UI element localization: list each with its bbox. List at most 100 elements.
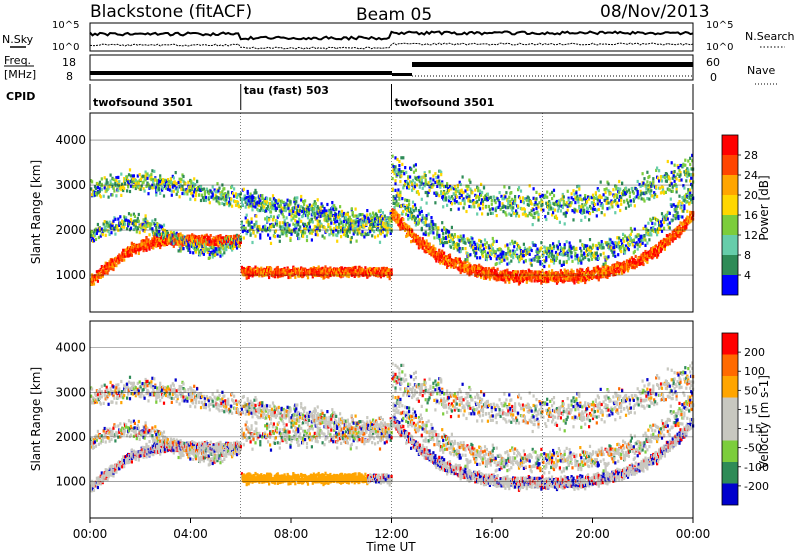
power-cell — [251, 225, 254, 230]
power-cell — [300, 205, 303, 209]
power-cell — [507, 199, 510, 203]
power-cell — [524, 270, 527, 274]
power-cell — [246, 189, 249, 194]
power-cell — [528, 277, 531, 281]
power-cell — [152, 180, 155, 184]
power-cell — [424, 221, 427, 225]
power-cell — [337, 230, 340, 234]
power-cell — [383, 214, 386, 218]
power-cell — [411, 205, 415, 209]
power-cell — [92, 231, 96, 235]
power-cell — [276, 265, 279, 270]
power-cell — [428, 242, 431, 246]
power-cell — [380, 225, 383, 229]
power-cell — [440, 170, 443, 175]
power-cell — [231, 240, 234, 244]
power-cell — [404, 228, 407, 232]
power-cell — [189, 250, 192, 254]
power-cell — [271, 218, 275, 222]
power-cell — [435, 176, 438, 180]
power-cell — [508, 280, 511, 284]
power-cell — [109, 179, 112, 183]
power-cell — [195, 247, 198, 252]
power-cell — [481, 200, 485, 204]
power-cell — [233, 187, 236, 191]
power-cell — [155, 193, 158, 197]
power-cell — [307, 221, 311, 225]
power-cell — [269, 236, 272, 240]
power-cell — [295, 214, 298, 218]
power-cell — [469, 180, 472, 184]
power-cell — [306, 205, 310, 210]
power-cell — [112, 177, 115, 182]
power-cell — [420, 197, 423, 201]
power-cell — [270, 200, 274, 204]
power-cell — [98, 187, 101, 191]
power-cell — [139, 247, 142, 251]
power-cell — [457, 207, 460, 211]
power-cell — [466, 192, 469, 197]
power-cell — [273, 235, 276, 239]
power-cell — [321, 234, 324, 238]
power-cell — [418, 212, 421, 216]
power-cell — [496, 197, 499, 201]
power-cell — [223, 203, 226, 207]
power-cell — [294, 230, 297, 234]
power-cell — [399, 180, 402, 184]
power-cell — [107, 222, 110, 226]
power-cell — [254, 205, 257, 209]
power-cell — [333, 217, 336, 222]
power-cell — [499, 207, 502, 211]
power-cell — [103, 186, 106, 190]
power-cell — [487, 267, 490, 271]
power-cell — [142, 187, 145, 191]
power-cell — [250, 220, 253, 224]
power-cell — [457, 201, 460, 205]
power-cell — [443, 251, 446, 255]
power-cell — [242, 187, 245, 191]
power-cell — [283, 219, 286, 223]
power-cell — [464, 258, 467, 262]
power-cell — [313, 224, 316, 229]
power-cell — [448, 185, 452, 189]
power-cell — [408, 185, 411, 189]
power-cell — [305, 238, 309, 243]
power-cell — [474, 193, 477, 197]
power-cell — [231, 184, 234, 188]
freq-bar-transition — [392, 73, 412, 76]
power-cell — [395, 199, 398, 203]
power-cell — [424, 232, 427, 237]
power-cell — [304, 222, 307, 226]
power-cell — [353, 274, 356, 278]
power-cell — [170, 180, 173, 185]
power-cell — [199, 184, 203, 189]
power-cell — [441, 238, 444, 242]
power-cell — [363, 225, 366, 229]
power-cell — [333, 204, 336, 208]
power-cell — [137, 181, 140, 185]
power-cell — [515, 214, 518, 218]
power-cell — [265, 209, 268, 213]
power-cell — [531, 241, 534, 245]
power-cell — [142, 249, 145, 253]
power-cell — [231, 204, 234, 208]
power-cell — [181, 191, 184, 196]
power-cell — [250, 204, 253, 208]
power-cell — [249, 233, 252, 237]
power-cell — [294, 211, 297, 215]
freq-bar-early — [90, 71, 392, 75]
power-cell — [486, 251, 489, 255]
power-cell — [489, 275, 492, 279]
power-cell — [444, 192, 447, 196]
power-cell — [498, 201, 501, 205]
power-cell — [405, 212, 408, 216]
power-cell — [289, 238, 292, 242]
power-cell — [192, 181, 195, 186]
power-cell — [404, 166, 407, 170]
power-cell — [495, 257, 498, 261]
power-cell — [255, 191, 258, 195]
power-cell — [127, 173, 131, 177]
power-cell — [436, 236, 439, 240]
power-cell — [386, 226, 389, 230]
